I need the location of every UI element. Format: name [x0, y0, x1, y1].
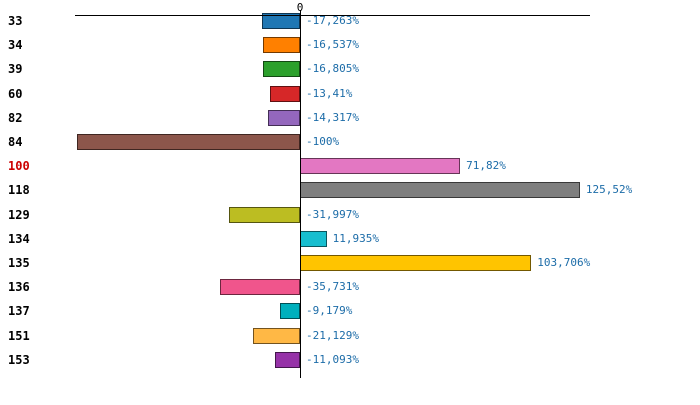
- bar-137: [279, 303, 300, 320]
- category-label-82: 82: [8, 110, 23, 125]
- bar-135: [300, 255, 532, 271]
- value-label-136: -35,731%: [306, 280, 359, 294]
- category-label-137: 137: [8, 304, 30, 319]
- category-label-39: 39: [8, 62, 23, 77]
- value-label-34: -16,537%: [306, 38, 359, 52]
- value-label-33: -17,263%: [306, 14, 359, 27]
- value-label-151: -21,129%: [306, 328, 359, 342]
- bar-134: [300, 230, 327, 247]
- bar-129: [228, 206, 300, 223]
- value-label-39: -16,805%: [306, 62, 359, 76]
- category-label-34: 34: [8, 38, 23, 53]
- category-label-135: 135: [8, 256, 30, 270]
- value-label-118: 125,52%: [585, 183, 633, 197]
- category-label-100: 100: [8, 159, 30, 174]
- category-label-33: 33: [8, 14, 23, 28]
- category-label-134: 134: [8, 231, 30, 246]
- value-label-100: 71,82%: [466, 159, 506, 173]
- value-label-153: -11,093%: [306, 352, 359, 366]
- category-label-118: 118: [8, 183, 30, 198]
- bar-34: [263, 37, 300, 54]
- category-label-60: 60: [8, 86, 23, 101]
- bar-60: [270, 85, 300, 102]
- category-label-129: 129: [8, 207, 30, 222]
- category-label-136: 136: [8, 280, 30, 295]
- bar-82: [268, 109, 300, 126]
- bar-151: [252, 327, 300, 344]
- bar-153: [275, 351, 300, 368]
- category-label-151: 151: [8, 328, 30, 343]
- category-label-153: 153: [8, 352, 30, 367]
- zero-tick-label: 0: [296, 1, 304, 14]
- value-label-135: 103,706%: [537, 256, 591, 269]
- bar-33: [261, 13, 300, 29]
- bar-84: [77, 134, 300, 150]
- value-label-129: -31,997%: [306, 207, 359, 221]
- zero-baseline: [300, 10, 301, 378]
- top-axis-line: [75, 15, 590, 16]
- value-label-60: -13,41%: [306, 86, 353, 100]
- bar-100: [300, 158, 461, 175]
- bar-136: [220, 279, 300, 296]
- value-label-134: 11,935%: [332, 231, 379, 245]
- category-label-84: 84: [8, 135, 23, 149]
- bar-118: [300, 182, 580, 199]
- value-label-82: -14,317%: [306, 110, 359, 124]
- value-label-137: -9,179%: [306, 304, 353, 318]
- value-label-84: -100%: [306, 135, 340, 148]
- bar-39: [262, 61, 300, 78]
